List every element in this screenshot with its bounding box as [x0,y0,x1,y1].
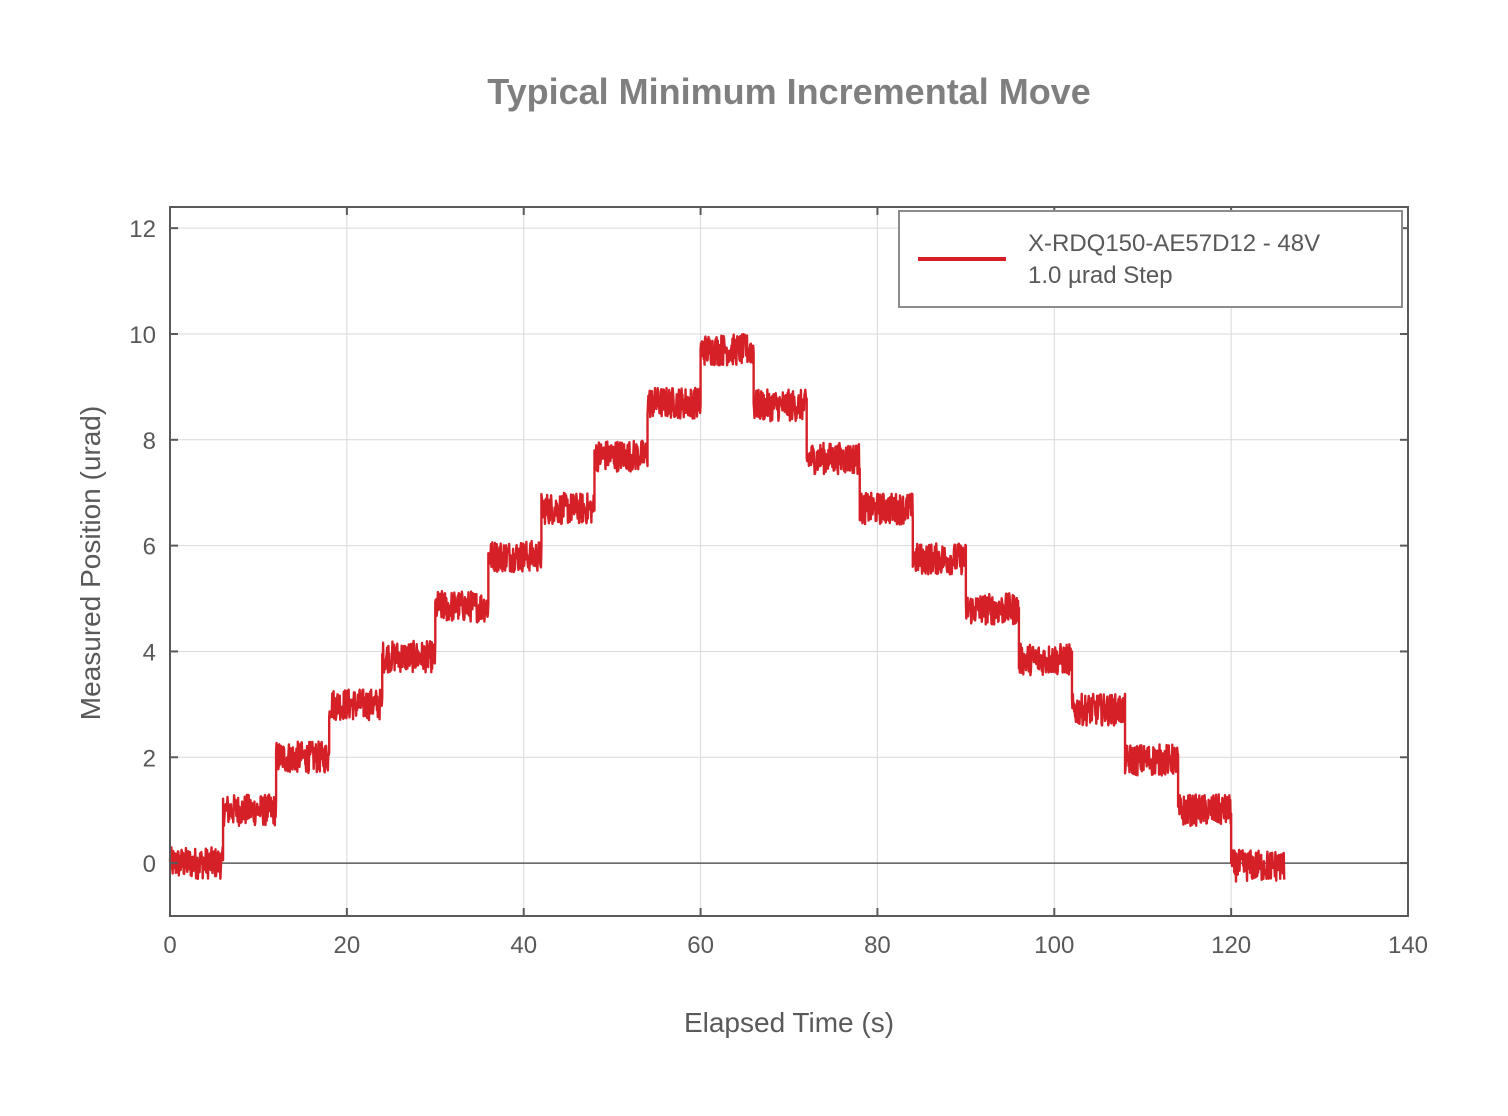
y-tick-label: 4 [143,639,156,666]
y-tick-label: 12 [129,216,156,243]
y-tick-label: 8 [143,428,156,455]
x-tick-label: 40 [510,932,537,959]
legend-entry-series: X-RDQ150-AE57D12 - 48V [1028,230,1320,257]
y-axis-label: Measured Position (urad) [75,406,106,720]
x-axis-label: Elapsed Time (s) [684,1007,894,1038]
ticks: 0 20 40 60 80 100 120 140 0 2 4 6 8 10 12 [129,207,1428,959]
y-tick-label: 6 [143,534,156,561]
legend-entry-step: 1.0 µrad Step [1028,262,1173,289]
x-tick-label: 20 [334,932,361,959]
x-tick-label: 100 [1034,932,1074,959]
y-tick-label: 2 [143,745,156,772]
plot-frame [169,206,1409,917]
x-tick-label: 120 [1211,932,1251,959]
x-tick-label: 60 [687,932,714,959]
y-tick-label: 0 [143,851,156,878]
x-tick-label: 140 [1388,932,1428,959]
legend: X-RDQ150-AE57D12 - 48V 1.0 µrad Step [898,210,1403,308]
chart-title: Typical Minimum Incremental Move [487,71,1090,112]
x-tick-label: 0 [163,932,176,959]
series-group [168,332,1286,883]
x-tick-label: 80 [864,932,891,959]
y-tick-label: 10 [129,322,156,349]
series-line [168,332,1286,883]
